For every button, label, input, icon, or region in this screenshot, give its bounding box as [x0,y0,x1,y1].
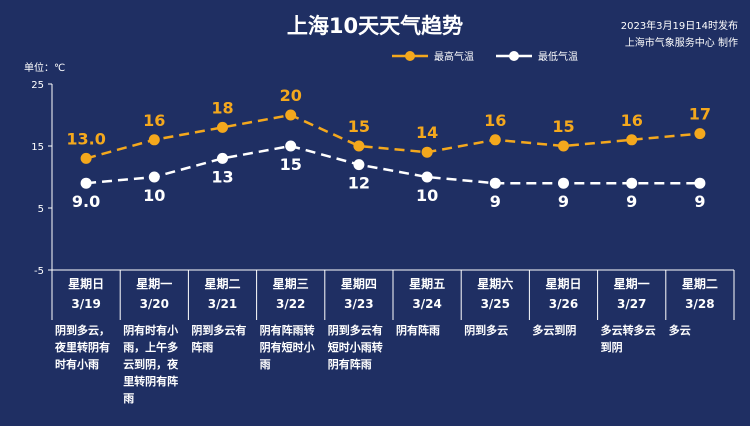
day-header: 星期二 3/28 [666,270,734,318]
day-header: 星期五 3/24 [393,270,461,318]
date-label: 3/21 [207,297,238,311]
day-header: 星期一 3/20 [120,270,188,318]
weekday-label: 星期三 [272,277,309,291]
day-header: 星期三 3/22 [257,270,325,318]
weather-description: 多云到阴 [532,324,577,337]
day-header: 星期日 3/26 [529,270,597,318]
day-header: 星期四 3/23 [325,270,393,318]
high-temp-point [694,128,706,140]
legend-low-label: 最低气温 [538,52,578,63]
low-temp-label: 9 [626,192,637,211]
low-temp-point [421,171,433,183]
high-temp-label: 15 [348,117,370,136]
y-tick-label: 5 [38,204,44,215]
weather-description: 阴有阵雨 [396,324,440,337]
low-temp-point [80,177,92,189]
date-label: 3/22 [275,297,306,311]
publisher: 上海市气象服务中心 制作 [624,38,738,49]
weather-description: 阴有时有小雨，上午多云到阴，夜里转阴有阵雨 [123,324,179,405]
weekday-label: 星期二 [681,277,718,291]
low-temp-point [353,159,365,171]
weather-description: 阴有阵雨转阴有短时小雨 [259,324,315,371]
low-temp-label: 13 [211,167,233,186]
weekday-label: 星期一 [613,277,650,291]
low-temp-point [489,177,501,189]
publish-time: 2023年3月19日14时发布 [620,21,738,32]
high-temp-line [85,113,701,160]
weather-description: 阴到多云 [464,324,509,337]
low-temp-line [85,144,700,185]
low-temp-point [626,177,638,189]
high-temp-point [421,146,433,158]
y-tick-label: -5 [34,266,44,277]
legend-item-high: 最高气温 [390,48,474,63]
weather-description: 阴到多云，夜里转阴有时有小雨 [55,324,110,371]
high-temp-point [148,134,160,146]
high-temp-point [489,134,501,146]
high-temp-label: 18 [211,98,233,117]
weekday-label: 星期日 [545,277,582,291]
high-temp-label: 16 [621,111,643,130]
low-temp-point [148,171,160,183]
date-label: 3/23 [344,297,374,311]
low-temp-label: 9 [490,192,501,211]
date-label: 3/24 [412,297,442,311]
weather-description: 多云 [668,324,691,337]
low-temp-label: 15 [280,155,302,174]
date-label: 3/27 [616,297,647,311]
high-temp-label: 20 [280,86,302,105]
date-label: 3/28 [685,297,715,311]
weather-description: 阴到多云有阵雨 [191,324,247,354]
weekday-label: 星期二 [204,277,241,291]
weekday-label: 星期六 [477,277,514,291]
date-label: 3/20 [139,297,169,311]
high-temp-point [353,140,365,152]
legend-high-swatch [392,50,428,61]
low-temp-label: 9 [558,192,569,211]
day-header: 星期二 3/21 [188,270,256,318]
legend-item-low: 最低气温 [494,48,578,63]
publish-info: 2023年3月19日14时发布 上海市气象服务中心 制作 [621,18,738,52]
date-label: 3/19 [71,297,101,311]
day-header: 星期日 3/19 [52,270,120,318]
low-temp-point [558,177,569,189]
y-tick-label: 15 [31,142,44,153]
day-header: 星期六 3/25 [461,270,529,318]
unit-label: 单位：℃ [24,63,66,74]
low-temp-label: 9.0 [72,192,100,211]
high-temp-point [285,109,297,121]
date-label: 3/25 [480,297,510,311]
high-temp-label: 16 [143,111,165,130]
low-temp-label: 10 [416,186,438,205]
legend: 最高气温 最低气温 [390,48,578,63]
high-temp-label: 16 [484,111,506,130]
weather-description: 多云转多云到阴 [600,324,656,354]
weekday-label: 星期四 [340,277,377,291]
date-label: 3/26 [548,297,579,311]
high-temp-label: 13.0 [66,129,105,148]
high-temp-point [558,140,569,152]
high-temp-label: 14 [416,123,438,142]
weather-description: 阴到多云有短时小雨转阴有阵雨 [327,324,383,371]
legend-high-label: 最高气温 [434,52,474,63]
low-temp-label: 10 [143,186,165,205]
low-temp-point [285,140,297,152]
weekday-label: 星期五 [409,277,446,291]
legend-low-swatch [496,50,532,61]
high-temp-point [626,134,638,146]
y-tick-label: 25 [31,80,44,91]
high-temp-point [217,121,228,133]
chart-title: 上海10天天气趋势 [286,14,464,38]
weekday-label: 星期一 [136,277,173,291]
high-temp-label: 17 [689,105,711,124]
high-temp-point [80,152,92,164]
low-temp-label: 9 [694,192,705,211]
high-temp-label: 15 [552,117,574,136]
low-temp-label: 12 [348,174,370,193]
low-temp-point [217,152,228,164]
weekday-label: 星期日 [68,277,105,291]
day-header: 星期一 3/27 [598,270,666,318]
low-temp-point [694,177,706,189]
